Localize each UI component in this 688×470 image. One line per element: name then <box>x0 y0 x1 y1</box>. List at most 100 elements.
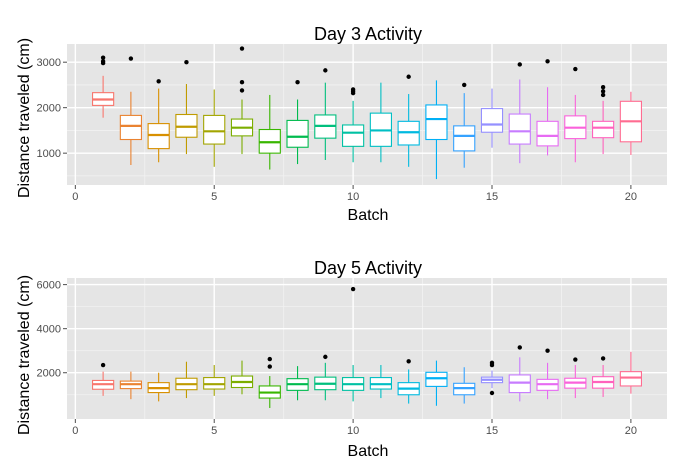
day5-outlier-point <box>600 356 606 361</box>
day3-outlier-point <box>517 62 522 67</box>
day3-y-tick-label: 1000 <box>37 148 61 160</box>
day3-outlier-point <box>156 79 161 84</box>
day3-plot-area: 1000 2000 3000 0 5 10 15 20 <box>37 44 667 203</box>
day3-chart: Day 3 Activity 1000 2000 3000 0 5 10 15 20 Batc… <box>16 24 667 224</box>
day5-x-tick-label: 0 <box>72 425 78 437</box>
day5-panel-background <box>67 278 667 419</box>
day5-outlier-point <box>406 359 411 364</box>
day3-y-axis-title: Distance traveled (cm) <box>16 38 33 198</box>
day3-outlier-point <box>406 74 411 79</box>
day5-box-batch-15 <box>480 360 504 396</box>
day5-x-axis-title: Batch <box>348 443 389 460</box>
day3-outlier-point <box>600 85 606 90</box>
day3-box-batch-7 <box>258 94 281 170</box>
day3-x-tick-label: 5 <box>211 191 217 203</box>
day3-box-batch-15 <box>480 88 504 148</box>
day5-box-batch-5 <box>203 365 226 396</box>
day5-y-tick-label: 6000 <box>37 280 61 292</box>
day5-x-tick-label: 20 <box>625 425 637 437</box>
day5-outlier-point <box>489 360 495 366</box>
day5-box-batch-11 <box>369 365 392 399</box>
day5-box-batch-19 <box>592 356 615 397</box>
day5-chart-title: Day 5 Activity <box>314 258 422 278</box>
day5-box-batch-12 <box>397 359 420 404</box>
day3-iqr-box <box>536 120 559 147</box>
day5-outlier-point <box>545 348 550 353</box>
day3-box-batch-13 <box>425 80 448 180</box>
day3-iqr-box <box>592 120 615 139</box>
day3-x-tick-label: 20 <box>625 191 637 203</box>
day3-box-batch-11 <box>369 82 392 163</box>
day3-box-batch-9 <box>314 68 337 160</box>
day3-box-batch-18 <box>564 66 587 163</box>
day3-iqr-box <box>508 113 531 145</box>
day3-outlier-point <box>350 87 356 92</box>
day3-outlier-point <box>100 59 106 64</box>
day3-box-batch-8 <box>286 80 309 165</box>
day3-outlier-point <box>462 82 467 88</box>
day3-outlier-point <box>600 92 606 98</box>
day3-y-tick-label: 2000 <box>37 103 61 115</box>
day5-y-tick-label: 2000 <box>37 368 61 380</box>
day3-outlier-point <box>239 46 245 51</box>
day3-box-batch-6 <box>230 46 254 155</box>
day3-iqr-box <box>119 114 142 141</box>
day5-outlier-point <box>517 345 522 350</box>
day5-box-batch-14 <box>453 367 476 404</box>
day3-box-batch-19 <box>592 85 615 155</box>
day5-box-batch-4 <box>175 361 198 399</box>
day3-outlier-point <box>184 59 189 65</box>
day3-box-batch-16 <box>508 62 531 164</box>
day3-iqr-box <box>286 119 309 148</box>
day3-box-batch-2 <box>119 56 142 165</box>
day5-box-batch-17 <box>536 348 559 400</box>
day3-outlier-point <box>239 80 245 85</box>
day3-outlier-point <box>323 68 328 73</box>
day5-outlier-point <box>100 362 106 368</box>
day5-outlier-point <box>573 357 578 362</box>
day5-outlier-point <box>489 390 495 396</box>
day5-outlier-point <box>267 364 272 369</box>
day5-box-batch-6 <box>230 360 254 395</box>
day5-box-batch-3 <box>147 372 170 402</box>
day3-outlier-point <box>239 88 245 93</box>
day3-x-tick-label: 0 <box>72 191 78 203</box>
day3-box-batch-17 <box>536 59 559 156</box>
day3-box-batch-20 <box>619 91 642 155</box>
day3-x-tick-label: 10 <box>347 191 359 203</box>
day5-box-batch-18 <box>564 357 587 399</box>
day5-x-tick-label: 15 <box>486 425 498 437</box>
day3-outlier-point <box>128 56 134 61</box>
day3-box-batch-1 <box>92 55 115 118</box>
day5-box-batch-13 <box>425 360 448 406</box>
day3-outlier-point <box>545 59 550 64</box>
day3-box-batch-14 <box>453 82 476 168</box>
day3-box-batch-3 <box>147 79 170 163</box>
day3-outlier-point <box>100 55 106 60</box>
day3-chart-title: Day 3 Activity <box>314 24 422 44</box>
day5-box-batch-8 <box>286 366 309 401</box>
day3-outlier-point <box>573 66 578 72</box>
day5-y-tick-label: 4000 <box>37 324 61 336</box>
day3-box-batch-4 <box>175 59 198 155</box>
day5-iqr-box <box>425 371 448 387</box>
day5-chart: Day 5 Activity 2000 4000 6000 0 5 10 15 20 Batc… <box>16 258 667 460</box>
day5-outlier-point <box>350 286 356 292</box>
day3-outlier-point <box>295 80 300 85</box>
day5-box-batch-1 <box>92 362 115 396</box>
day3-x-axis-title: Batch <box>348 207 389 224</box>
day3-iqr-box <box>203 114 226 145</box>
day3-iqr-box <box>342 124 365 147</box>
day5-iqr-box <box>508 374 531 394</box>
day3-box-batch-10 <box>342 87 365 163</box>
day5-x-tick-label: 10 <box>347 425 359 437</box>
day3-iqr-box <box>453 125 476 152</box>
day3-iqr-box <box>425 104 448 141</box>
day3-x-tick-label: 15 <box>486 191 498 203</box>
day5-box-batch-7 <box>258 356 281 408</box>
day5-box-batch-20 <box>619 351 642 394</box>
day5-iqr-box <box>619 371 642 387</box>
day5-box-batch-9 <box>314 354 337 401</box>
day5-box-batch-16 <box>508 345 531 402</box>
